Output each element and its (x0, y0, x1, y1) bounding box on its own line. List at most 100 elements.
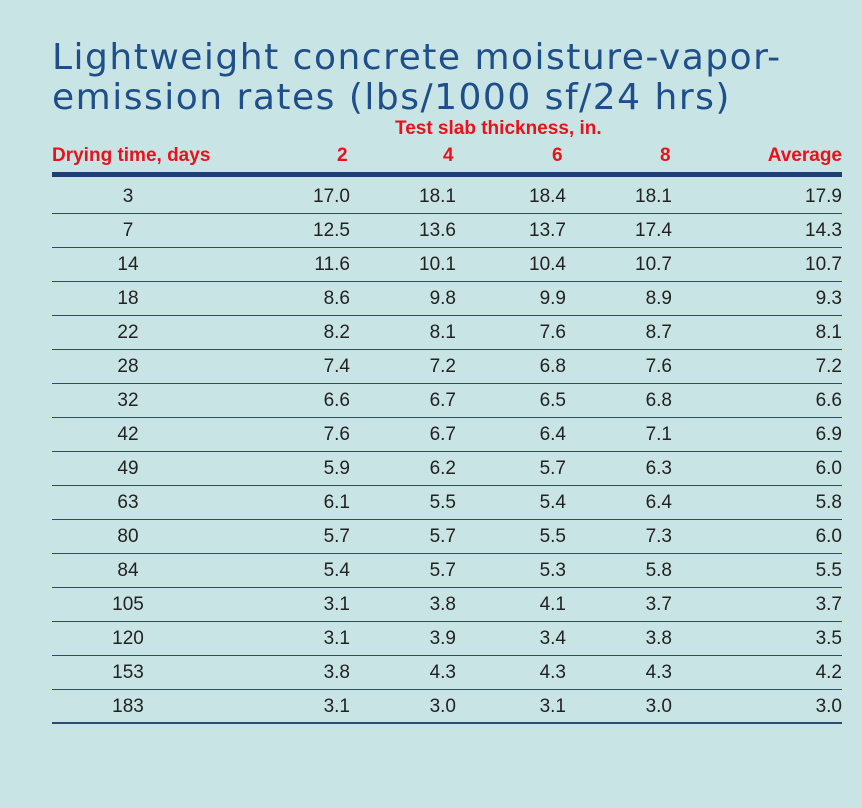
cell-2-in: 11.6 (314, 254, 350, 275)
table-row: 42 7.6 6.7 6.4 7.1 6.9 (52, 418, 842, 452)
cell-8-in: 3.0 (645, 696, 672, 717)
figure-title: Lightweight concrete moisture-vapor- emi… (52, 38, 842, 118)
cell-4-in: 5.5 (429, 492, 456, 513)
cell-4-in: 6.7 (429, 390, 456, 411)
cell-average: 17.9 (805, 186, 842, 207)
cell-2-in: 5.4 (323, 560, 350, 581)
cell-2-in: 3.8 (323, 662, 350, 683)
cell-2-in: 6.1 (323, 492, 350, 513)
cell-drying-time: 22 (117, 322, 139, 343)
cell-4-in: 5.7 (429, 560, 456, 581)
cell-8-in: 8.7 (645, 322, 672, 343)
cell-2-in: 3.1 (323, 594, 350, 615)
cell-average: 7.2 (815, 356, 842, 377)
table-body: 3 17.0 18.1 18.4 18.1 17.9 7 12.5 13.6 13.7 17.4 14… (52, 180, 842, 724)
cell-2-in: 8.6 (323, 288, 350, 309)
table-row: 153 3.8 4.3 4.3 4.3 4.2 (52, 656, 842, 690)
column-header-8-in: 8 (660, 145, 671, 166)
cell-average: 5.8 (815, 492, 842, 513)
cell-drying-time: 3 (122, 186, 134, 207)
cell-8-in: 18.1 (635, 186, 672, 207)
cell-drying-time: 7 (122, 220, 134, 241)
cell-drying-time: 14 (117, 254, 139, 275)
cell-4-in: 3.8 (429, 594, 456, 615)
cell-4-in: 9.8 (429, 288, 456, 309)
cell-6-in: 5.4 (539, 492, 566, 513)
cell-2-in: 6.6 (323, 390, 350, 411)
cell-drying-time: 105 (112, 594, 144, 615)
table-row: 84 5.4 5.7 5.3 5.8 5.5 (52, 554, 842, 588)
cell-8-in: 7.1 (645, 424, 672, 445)
cell-8-in: 3.8 (645, 628, 672, 649)
cell-2-in: 5.7 (323, 526, 350, 547)
cell-6-in: 5.5 (539, 526, 566, 547)
cell-2-in: 3.1 (323, 628, 350, 649)
cell-drying-time: 63 (117, 492, 139, 513)
table-row: 120 3.1 3.9 3.4 3.8 3.5 (52, 622, 842, 656)
header-rule (52, 172, 842, 177)
cell-average: 6.9 (815, 424, 842, 445)
column-header-4-in: 4 (443, 145, 454, 166)
cell-drying-time: 84 (117, 560, 139, 581)
cell-drying-time: 42 (117, 424, 139, 445)
cell-2-in: 5.9 (323, 458, 350, 479)
table-row: 28 7.4 7.2 6.8 7.6 7.2 (52, 350, 842, 384)
cell-6-in: 4.1 (539, 594, 566, 615)
column-header-average: Average (767, 145, 842, 166)
cell-average: 6.6 (815, 390, 842, 411)
cell-4-in: 6.2 (429, 458, 456, 479)
cell-average: 8.1 (815, 322, 842, 343)
table-row: 183 3.1 3.0 3.1 3.0 3.0 (52, 690, 842, 724)
cell-drying-time: 80 (117, 526, 139, 547)
cell-4-in: 8.1 (429, 322, 456, 343)
cell-4-in: 13.6 (419, 220, 456, 241)
cell-8-in: 7.3 (645, 526, 672, 547)
table-row: 105 3.1 3.8 4.1 3.7 3.7 (52, 588, 842, 622)
cell-drying-time: 183 (112, 696, 144, 717)
cell-6-in: 4.3 (539, 662, 566, 683)
cell-6-in: 3.1 (539, 696, 566, 717)
cell-8-in: 6.4 (645, 492, 672, 513)
cell-8-in: 10.7 (635, 254, 672, 275)
table-row: 14 11.6 10.1 10.4 10.7 10.7 (52, 248, 842, 282)
table-row: 49 5.9 6.2 5.7 6.3 6.0 (52, 452, 842, 486)
cell-8-in: 3.7 (645, 594, 672, 615)
cell-average: 9.3 (815, 288, 842, 309)
cell-8-in: 4.3 (645, 662, 672, 683)
cell-6-in: 3.4 (539, 628, 566, 649)
table-row: 7 12.5 13.6 13.7 17.4 14.3 (52, 214, 842, 248)
cell-average: 4.2 (815, 662, 842, 683)
cell-average: 3.0 (815, 696, 842, 717)
cell-6-in: 5.7 (539, 458, 566, 479)
cell-6-in: 13.7 (529, 220, 566, 241)
column-header-6-in: 6 (552, 145, 563, 166)
cell-drying-time: 120 (112, 628, 144, 649)
cell-average: 6.0 (815, 526, 842, 547)
cell-6-in: 9.9 (539, 288, 566, 309)
cell-4-in: 10.1 (419, 254, 456, 275)
cell-2-in: 3.1 (323, 696, 350, 717)
title-line-1: Lightweight concrete moisture-vapor- (52, 37, 782, 79)
cell-8-in: 17.4 (635, 220, 672, 241)
cell-4-in: 6.7 (429, 424, 456, 445)
cell-4-in: 18.1 (419, 186, 456, 207)
cell-drying-time: 32 (117, 390, 139, 411)
table-row: 80 5.7 5.7 5.5 7.3 6.0 (52, 520, 842, 554)
cell-6-in: 7.6 (539, 322, 566, 343)
cell-drying-time: 18 (117, 288, 139, 309)
table-row: 22 8.2 8.1 7.6 8.7 8.1 (52, 316, 842, 350)
table-row: 18 8.6 9.8 9.9 8.9 9.3 (52, 282, 842, 316)
cell-8-in: 8.9 (645, 288, 672, 309)
cell-6-in: 5.3 (539, 560, 566, 581)
cell-drying-time: 153 (112, 662, 144, 683)
cell-average: 3.7 (815, 594, 842, 615)
cell-6-in: 6.4 (539, 424, 566, 445)
cell-drying-time: 49 (117, 458, 139, 479)
cell-4-in: 4.3 (429, 662, 456, 683)
thickness-group-header: Test slab thickness, in. (395, 118, 602, 139)
title-line-2: emission rates (lbs/1000 sf/24 hrs) (52, 77, 731, 119)
cell-2-in: 8.2 (323, 322, 350, 343)
cell-6-in: 10.4 (529, 254, 566, 275)
cell-2-in: 7.6 (323, 424, 350, 445)
